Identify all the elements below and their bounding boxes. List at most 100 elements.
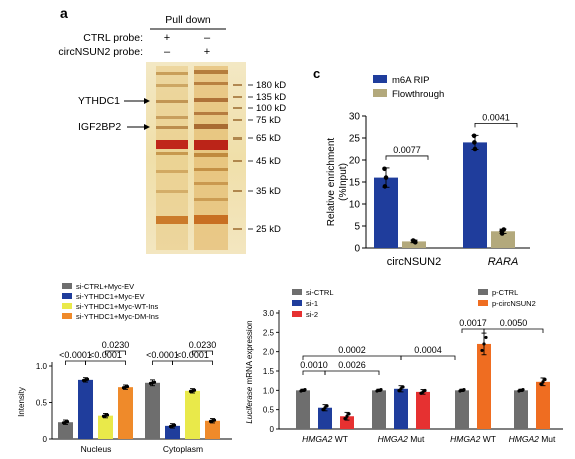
legend-label: p-CTRL — [492, 288, 518, 297]
legend-label: si-YTHDC1+Myc-EV — [76, 292, 145, 301]
y-tick-label: 1.0 — [263, 386, 275, 395]
pvalue-bracket — [386, 156, 428, 160]
y-tick-label: 25 — [349, 134, 361, 145]
bar — [118, 387, 133, 439]
bar — [477, 344, 491, 429]
bar — [145, 383, 160, 439]
x-group-label: HMGA2 WT — [450, 434, 496, 444]
data-point — [347, 412, 350, 415]
legend-swatch — [292, 311, 302, 317]
data-point — [213, 419, 216, 422]
pvalue-bracket — [173, 361, 213, 365]
panel-a: a Pull down CTRL probe: + – circNSUN2 pr… — [58, 5, 286, 254]
legend-label: si-YTHDC1+Myc-DM-Ins — [76, 312, 159, 321]
pvalue-bracket — [475, 123, 517, 127]
data-point — [473, 147, 478, 152]
data-point — [86, 378, 89, 381]
marker-label-65: 65 kD — [256, 133, 281, 144]
gel-band — [194, 182, 228, 185]
gel-band-igg-heavy — [194, 140, 228, 150]
pvalue-label: 0.0010 — [300, 360, 328, 370]
x-category-label: circNSUN2 — [387, 256, 441, 268]
gel-band — [156, 72, 188, 75]
chart-c: 0 5 10 15 20 25 30 Relative enrichment(%Input) m… — [326, 75, 530, 268]
marker-band — [233, 96, 242, 98]
marker-label-100: 100 kD — [256, 103, 286, 114]
marker-label-45: 45 kD — [256, 156, 281, 167]
legend-label: m6A RIP — [392, 75, 430, 86]
gel-band-igg-light — [156, 216, 188, 224]
pvalue-bracket — [462, 329, 484, 333]
pvalue-bracket — [153, 361, 173, 365]
y-axis-label: Intensity — [17, 387, 26, 417]
marker-label-180: 180 kD — [256, 80, 286, 91]
data-point — [193, 389, 196, 392]
y-tick-label: 2.0 — [263, 348, 275, 357]
pvalue-label: 0.0026 — [338, 360, 366, 370]
ctrl-lane2-sign: – — [204, 32, 211, 44]
gel-band — [156, 116, 188, 119]
x-category-label: RARA — [488, 256, 519, 268]
panel-c-label: c — [313, 66, 320, 81]
data-point — [462, 388, 465, 391]
marker-band — [233, 119, 242, 121]
y-tick-label: 1.0 — [36, 362, 48, 371]
marker-band — [233, 190, 242, 192]
data-point — [153, 381, 156, 384]
legend-swatch — [62, 283, 72, 289]
data-point — [411, 238, 416, 243]
bar — [296, 390, 310, 429]
legend-swatch — [62, 313, 72, 319]
probe-label-circnsun2: circNSUN2 probe: — [58, 46, 143, 58]
data-point — [382, 167, 387, 172]
bar — [372, 390, 386, 429]
protein-label-igf2bp2: IGF2BP2 — [78, 121, 121, 133]
pvalue-bracket — [401, 356, 455, 360]
data-point — [325, 404, 328, 407]
y-tick-label: 2.5 — [263, 328, 275, 337]
y-tick-label: 20 — [349, 156, 361, 167]
marker-band — [233, 107, 242, 109]
marker-label-135: 135 kD — [256, 92, 286, 103]
marker-band — [233, 137, 242, 140]
data-point — [379, 388, 382, 391]
y-axis-label: Relative enrichment(%Input) — [326, 138, 349, 227]
data-point — [521, 388, 524, 391]
bar — [514, 390, 528, 429]
bar — [205, 421, 220, 439]
bar — [536, 382, 550, 429]
pvalue-label: <0.0001 — [146, 350, 179, 360]
y-tick-label: 1.5 — [263, 367, 275, 376]
legend-label: si-2 — [306, 310, 318, 319]
data-point — [501, 227, 506, 232]
chart-d: si-CTRL+Myc-EVsi-YTHDC1+Myc-EV si-YTHDC1+… — [17, 282, 232, 454]
pvalue-label: 0.0230 — [189, 340, 217, 350]
gel-band-igf2bp2 — [194, 124, 228, 129]
legend-swatch — [62, 293, 72, 299]
gel-band — [194, 198, 228, 201]
data-point — [480, 349, 483, 352]
gel-band — [156, 100, 188, 103]
pvalue-bracket — [325, 371, 379, 375]
legend-label: si-CTRL+Myc-EV — [76, 282, 134, 291]
marker-labels: 180 kD 135 kD 100 kD 75 kD 65 kD 45 kD 3… — [248, 80, 286, 235]
pulldown-label: Pull down — [165, 14, 211, 26]
marker-band — [233, 84, 242, 86]
legend-swatch — [478, 289, 488, 295]
marker-band — [233, 160, 242, 162]
pvalue-bracket — [86, 361, 126, 365]
gel-band-igg-heavy — [156, 140, 188, 149]
data-point — [384, 175, 389, 180]
panel-a-label: a — [60, 5, 68, 21]
data-point — [401, 385, 404, 388]
marker-band — [233, 228, 242, 230]
legend-swatch — [478, 300, 488, 306]
data-point — [303, 388, 306, 391]
pvalue-label: 0.0004 — [414, 345, 442, 355]
gel-band — [156, 126, 188, 129]
gel-band — [194, 168, 228, 171]
data-point — [543, 378, 546, 381]
y-tick-label: 10 — [349, 200, 361, 211]
legend-label: p-circNSUN2 — [492, 299, 536, 308]
